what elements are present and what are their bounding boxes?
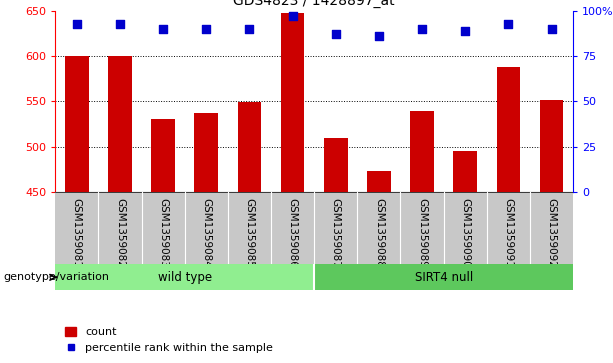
Bar	[238, 102, 261, 192]
Text: GSM1359092: GSM1359092	[547, 198, 557, 268]
Bar	[497, 67, 520, 192]
Bar	[194, 113, 218, 192]
Bar	[281, 13, 305, 192]
Point	[72, 21, 82, 26]
Point	[503, 21, 513, 26]
Text: GSM1359081: GSM1359081	[72, 198, 82, 268]
Text: GSM1359085: GSM1359085	[245, 198, 254, 268]
Point	[547, 26, 557, 32]
Bar	[55, 264, 314, 290]
Bar	[314, 264, 573, 290]
Point	[158, 26, 168, 32]
Bar	[367, 171, 390, 192]
Point	[245, 26, 254, 32]
Point	[417, 26, 427, 32]
Point	[374, 33, 384, 39]
Text: GSM1359086: GSM1359086	[287, 198, 297, 268]
Text: GSM1359089: GSM1359089	[417, 198, 427, 268]
Text: wild type: wild type	[158, 271, 211, 284]
Text: GSM1359090: GSM1359090	[460, 198, 470, 268]
Title: GDS4823 / 1428897_at: GDS4823 / 1428897_at	[234, 0, 395, 8]
Text: GSM1359084: GSM1359084	[201, 198, 211, 268]
Bar	[151, 119, 175, 192]
Point	[460, 28, 470, 34]
Text: GSM1359088: GSM1359088	[374, 198, 384, 268]
Bar	[454, 151, 477, 192]
Text: GSM1359082: GSM1359082	[115, 198, 125, 268]
Bar	[539, 99, 563, 192]
Text: GSM1359091: GSM1359091	[503, 198, 514, 268]
Point	[331, 32, 341, 37]
Bar	[108, 56, 132, 192]
Bar	[410, 111, 434, 192]
Point	[115, 21, 125, 26]
Point	[201, 26, 211, 32]
Text: GSM1359087: GSM1359087	[331, 198, 341, 268]
Text: GSM1359083: GSM1359083	[158, 198, 168, 268]
Point	[287, 13, 297, 19]
Text: SIRT4 null: SIRT4 null	[414, 271, 473, 284]
Text: genotype/variation: genotype/variation	[3, 272, 109, 282]
Bar	[324, 138, 348, 192]
Bar	[65, 56, 89, 192]
Legend: count, percentile rank within the sample: count, percentile rank within the sample	[61, 323, 278, 358]
